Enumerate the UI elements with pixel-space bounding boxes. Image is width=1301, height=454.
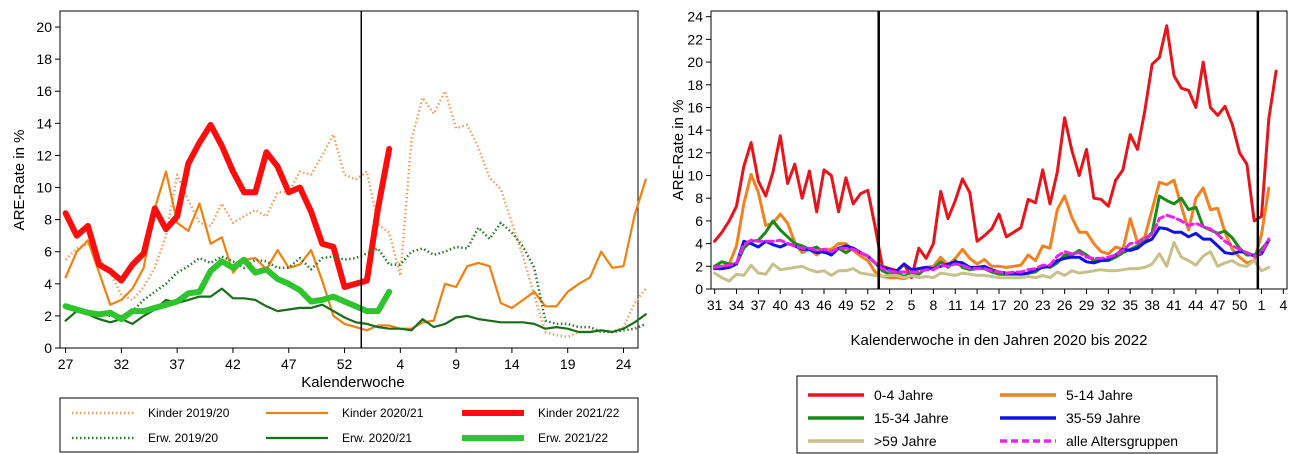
left-series-line-3	[65, 221, 647, 334]
right-series-line-5	[713, 213, 1271, 275]
right-legend-label-5: alle Altersgruppen	[1066, 433, 1178, 449]
right-y-tick-label: 22	[687, 31, 703, 47]
left-y-tick-label: 0	[44, 340, 52, 356]
right-x-tick-label: 38	[1144, 297, 1160, 313]
left-y-axis-label: ARE-Rate in %	[11, 130, 28, 231]
left-x-tick-label: 24	[616, 356, 632, 372]
left-x-tick-label: 27	[58, 356, 74, 372]
left-legend-label-0: Kinder 2019/20	[148, 406, 230, 420]
left-y-tick-label: 4	[44, 276, 52, 292]
left-plot-frame	[59, 10, 639, 349]
right-y-tick-label: 8	[695, 190, 703, 206]
left-legend-label-1: Kinder 2020/21	[342, 406, 424, 420]
right-y-tick-label: 12	[687, 145, 703, 161]
right-series-line-0	[713, 24, 1278, 280]
left-legend-label-3: Erw. 2019/20	[148, 431, 218, 445]
right-y-tick-label: 2	[695, 258, 703, 274]
right-series-line-4	[713, 241, 1271, 283]
left-x-tick-label: 32	[114, 356, 130, 372]
left-series-line-1	[64, 170, 647, 332]
left-series-line-2	[62, 121, 393, 290]
right-legend-label-3: 35-59 Jahre	[1066, 410, 1141, 426]
right-x-tick-label: 26	[1057, 297, 1073, 313]
right-legend-label-4: >59 Jahre	[874, 433, 937, 449]
right-x-tick-label: 41	[1166, 297, 1182, 313]
left-x-tick-label: 4	[396, 356, 404, 372]
left-x-tick-label: 14	[504, 356, 520, 372]
right-x-tick-label: 49	[838, 297, 854, 313]
left-y-tick-label: 16	[36, 83, 52, 99]
right-x-tick-label: 47	[1210, 297, 1226, 313]
left-y-tick-label: 12	[36, 147, 52, 163]
right-x-tick-label: 35	[1122, 297, 1138, 313]
left-x-tick-label: 19	[560, 356, 576, 372]
right-y-tick-label: 24	[687, 9, 703, 25]
right-x-tick-label: 31	[707, 297, 723, 313]
left-legend-box	[59, 397, 639, 453]
right-x-tick-label: 2	[886, 297, 894, 313]
left-x-tick-label: 9	[452, 356, 460, 372]
right-y-tick-label: 16	[687, 99, 703, 115]
right-x-tick-label: 11	[948, 297, 963, 313]
right-y-tick-label: 14	[687, 122, 703, 138]
right-y-tick-label: 18	[687, 77, 703, 93]
right-x-tick-label: 37	[751, 297, 767, 313]
right-x-tick-label: 1	[1258, 297, 1266, 313]
right-x-tick-label: 29	[1079, 297, 1095, 313]
left-y-tick-label: 14	[36, 115, 52, 131]
right-x-tick-label: 20	[1013, 297, 1029, 313]
right-x-tick-label: 43	[794, 297, 810, 313]
right-x-tick-label: 8	[929, 297, 937, 313]
left-series-line-0	[64, 89, 647, 339]
right-x-tick-label: 14	[969, 297, 985, 313]
right-x-tick-label: 44	[1188, 297, 1204, 313]
left-legend-label-4: Erw. 2020/21	[342, 431, 412, 445]
right-y-axis-label: ARE-Rate in %	[670, 100, 687, 201]
left-x-tick-label: 37	[169, 356, 185, 372]
left-y-tick-label: 18	[36, 51, 52, 67]
right-x-tick-label: 40	[772, 297, 788, 313]
left-x-tick-label: 47	[281, 356, 297, 372]
left-series-line-5	[62, 256, 393, 323]
right-legend-label-1: 5-14 Jahre	[1066, 387, 1133, 403]
right-x-tick-label: 46	[816, 297, 832, 313]
right-y-tick-label: 10	[687, 168, 703, 184]
right-y-tick-label: 20	[687, 54, 703, 70]
left-legend-label-2: Kinder 2021/22	[538, 406, 620, 420]
right-x-axis-label: Kalenderwoche in den Jahren 2020 bis 202…	[851, 332, 1148, 349]
left-legend-label-5: Erw. 2021/22	[538, 431, 608, 445]
right-legend-label-2: 15-34 Jahre	[874, 410, 949, 426]
right-x-tick-label: 23	[1035, 297, 1051, 313]
right-legend-label-0: 0-4 Jahre	[874, 387, 933, 403]
left-x-axis-label: Kalenderwoche	[301, 374, 404, 391]
left-y-tick-label: 2	[44, 308, 52, 324]
right-x-tick-label: 4	[1279, 297, 1287, 313]
left-y-tick-label: 6	[44, 244, 52, 260]
right-x-tick-label: 17	[991, 297, 1007, 313]
right-y-tick-label: 6	[695, 213, 703, 229]
right-y-tick-label: 0	[695, 281, 703, 297]
right-x-tick-label: 50	[1232, 297, 1248, 313]
left-x-tick-label: 42	[225, 356, 241, 372]
left-y-tick-label: 10	[36, 180, 52, 196]
left-x-tick-label: 52	[337, 356, 353, 372]
right-x-tick-label: 34	[729, 297, 745, 313]
left-y-tick-label: 20	[36, 19, 52, 35]
right-y-tick-label: 4	[695, 236, 703, 252]
right-x-tick-label: 32	[1101, 297, 1117, 313]
left-y-tick-label: 8	[44, 212, 52, 228]
right-x-tick-label: 5	[908, 297, 916, 313]
right-x-tick-label: 52	[860, 297, 876, 313]
